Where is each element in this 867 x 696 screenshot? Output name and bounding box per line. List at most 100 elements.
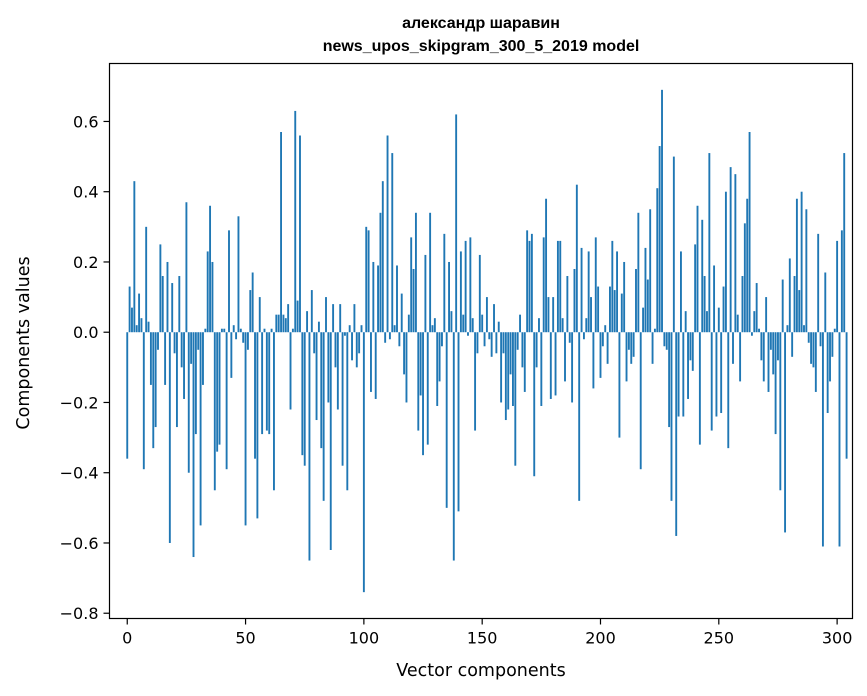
bar	[299, 135, 301, 333]
bar	[464, 240, 467, 333]
bar	[578, 332, 581, 501]
bar	[703, 276, 706, 333]
y-tick-label: 0.0	[73, 323, 98, 342]
bar	[485, 297, 488, 333]
bar	[753, 311, 756, 333]
bar	[367, 230, 370, 333]
bar	[814, 332, 817, 392]
bar	[230, 332, 233, 378]
bar	[540, 332, 543, 406]
y-tick-label: −0.2	[60, 393, 99, 412]
bar	[187, 332, 190, 473]
bar	[478, 254, 481, 333]
bar	[514, 332, 517, 466]
bar	[355, 332, 358, 368]
bar	[242, 332, 245, 343]
bar	[838, 332, 841, 547]
bar	[393, 325, 396, 333]
y-tick-label: 0.6	[73, 112, 98, 131]
x-tick-label: 250	[704, 629, 735, 648]
chart-title-line2: news_upos_skipgram_300_5_2019 model	[323, 38, 640, 55]
x-tick-label: 0	[122, 629, 132, 648]
bar	[843, 153, 846, 333]
bar	[457, 332, 460, 512]
bar	[845, 332, 848, 459]
bar	[332, 304, 335, 333]
bar	[178, 276, 181, 333]
bar	[713, 265, 716, 333]
bar	[819, 332, 822, 347]
bar	[635, 268, 637, 333]
bar	[545, 198, 548, 333]
bar	[131, 307, 133, 333]
bar	[663, 332, 666, 347]
bar	[414, 212, 417, 333]
bar	[573, 268, 576, 333]
bar	[623, 261, 626, 333]
bar	[194, 332, 197, 435]
bar	[549, 332, 552, 399]
bar	[223, 328, 226, 333]
bar	[507, 332, 510, 410]
bar	[777, 332, 779, 361]
bar	[566, 276, 569, 333]
bar	[343, 332, 346, 336]
bar	[157, 332, 159, 350]
bar	[724, 191, 727, 333]
y-tick-label: −0.4	[60, 464, 99, 483]
bar	[339, 304, 342, 333]
bar	[590, 297, 592, 333]
x-tick-label: 300	[822, 629, 853, 648]
bar	[613, 290, 616, 333]
bar	[594, 237, 597, 333]
bar	[556, 240, 559, 333]
bar	[422, 332, 424, 456]
bar	[675, 332, 678, 536]
y-tick-label: −0.6	[60, 534, 99, 553]
bar	[637, 212, 640, 333]
bar	[840, 230, 843, 333]
bar	[374, 332, 377, 399]
bar	[391, 153, 394, 333]
bar	[348, 325, 351, 333]
bar	[228, 230, 230, 333]
bar	[254, 332, 256, 459]
bar	[516, 332, 519, 350]
bar	[452, 332, 455, 561]
bar	[642, 307, 645, 333]
bar	[722, 286, 725, 333]
bar	[665, 332, 668, 350]
bar	[831, 332, 834, 357]
bar	[232, 325, 235, 333]
bar	[758, 328, 760, 333]
bar	[755, 283, 758, 333]
bar	[810, 332, 813, 364]
bar	[327, 332, 330, 403]
bar	[168, 332, 171, 543]
bar	[410, 237, 413, 333]
bar	[760, 332, 763, 361]
bar	[438, 332, 441, 382]
bar	[296, 300, 299, 333]
bar	[829, 332, 831, 382]
bar	[727, 332, 730, 449]
bar	[471, 318, 474, 333]
bar	[265, 332, 268, 431]
bar	[748, 132, 751, 333]
bar	[365, 226, 368, 333]
bar	[639, 332, 642, 470]
bar	[213, 332, 216, 491]
bar	[606, 332, 609, 364]
bar	[720, 332, 723, 414]
bar	[824, 272, 827, 333]
bar	[769, 332, 772, 350]
chart-title-line1: александр шаравин	[402, 15, 560, 32]
bar	[836, 240, 839, 333]
bar	[542, 237, 545, 333]
bar	[538, 318, 540, 333]
bar	[209, 205, 212, 333]
bar	[372, 261, 375, 333]
bar	[474, 332, 477, 431]
bar	[788, 258, 791, 333]
bar	[313, 332, 316, 354]
